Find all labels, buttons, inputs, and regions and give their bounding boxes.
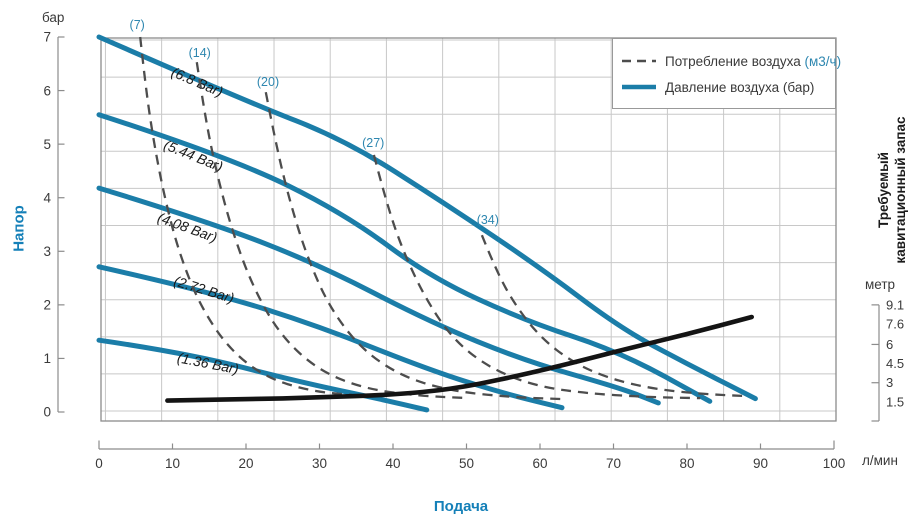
curve-label-air-consumption-7: (7)	[130, 18, 145, 32]
x-tick-label: 10	[165, 456, 180, 471]
legend-item-air-consumption: Потребление воздуха (м3/ч)	[621, 48, 841, 74]
series-air-pressure-1.36-bar	[96, 337, 430, 413]
series-air-consumption-7	[139, 36, 352, 397]
solid-line-swatch	[622, 84, 656, 90]
curve-label-air-consumption-34: (34)	[477, 213, 499, 227]
y-right-tick-label: 9.1	[886, 297, 904, 312]
x-unit-label: л/мин	[862, 453, 898, 468]
series-air-pressure-5.44-bar	[96, 112, 713, 404]
y-left-tick-label: 7	[43, 30, 51, 45]
y-right-tick-label: 1.5	[886, 394, 904, 409]
y-left-tick-label: 6	[43, 83, 51, 98]
y-left-tick-label: 3	[43, 244, 51, 259]
legend-text-air-consumption: Потребление воздуха	[665, 53, 801, 69]
y-left-tick-label: 1	[43, 351, 51, 366]
curve-label-air-consumption-27: (27)	[362, 136, 384, 150]
y-axis-title-left: Напор	[10, 205, 28, 252]
legend-label-air-consumption: Потребление воздуха (м3/ч)	[665, 54, 841, 69]
x-tick-label: 80	[679, 456, 694, 471]
legend-text-air-pressure: Давление воздуха (бар)	[665, 79, 815, 95]
legend-unit-air-consumption: (м3/ч)	[804, 53, 842, 69]
dashed-line-swatch	[622, 59, 656, 63]
x-tick-label: 30	[312, 456, 327, 471]
x-tick-label: 0	[95, 456, 103, 471]
series-air-consumption-14	[195, 62, 469, 400]
y-right-tick-label: 6	[886, 337, 893, 352]
y-axis-title-right-line1: Требуемый	[876, 152, 891, 228]
curve-label-air-consumption-14: (14)	[189, 46, 211, 60]
x-tick-label: 40	[385, 456, 400, 471]
series-npsh-curve	[165, 314, 754, 403]
y-right-unit-label: метр	[865, 277, 896, 292]
legend-label-air-pressure: Давление воздуха (бар)	[665, 80, 814, 95]
series-air-consumption-27	[372, 154, 701, 400]
x-tick-label: 70	[606, 456, 621, 471]
x-tick-label: 100	[823, 456, 846, 471]
series-air-consumption-20	[264, 91, 563, 401]
y-right-tick-label: 7.6	[886, 317, 904, 332]
legend-item-air-pressure: Давление воздуха (бар)	[621, 74, 835, 100]
y-axis-title-right-line2: кавитационный запас	[893, 116, 908, 264]
x-tick-label: 60	[532, 456, 547, 471]
y-left-unit-label: бар	[42, 10, 65, 25]
curve-label-air-pressure-1.36-bar: (1.36 Bar)	[176, 349, 240, 377]
x-tick-label: 50	[459, 456, 474, 471]
series-air-pressure-2.72-bar	[96, 264, 565, 411]
curve-label-air-pressure-2.72-bar: (2.72 Bar)	[172, 273, 236, 307]
y-left-tick-label: 2	[43, 298, 51, 313]
x-axis-title: Подача	[433, 498, 489, 515]
x-tick-label: 20	[238, 456, 253, 471]
y-left-tick-label: 5	[43, 137, 51, 152]
plot-border	[100, 37, 837, 422]
x-tick-label: 90	[753, 456, 768, 471]
y-left-tick-label: 4	[43, 190, 51, 205]
y-left-tick-label: 0	[43, 405, 51, 420]
y-right-tick-label: 3	[886, 375, 893, 390]
curve-label-air-consumption-20: (20)	[257, 75, 279, 89]
chart-legend: Потребление воздуха (м3/ч) Давление возд…	[612, 38, 841, 109]
series-air-pressure-4.08-bar	[96, 185, 661, 406]
y-axis-title-right: Требуемый кавитационный запас	[875, 110, 911, 270]
y-right-tick-label: 4.5	[886, 356, 904, 371]
